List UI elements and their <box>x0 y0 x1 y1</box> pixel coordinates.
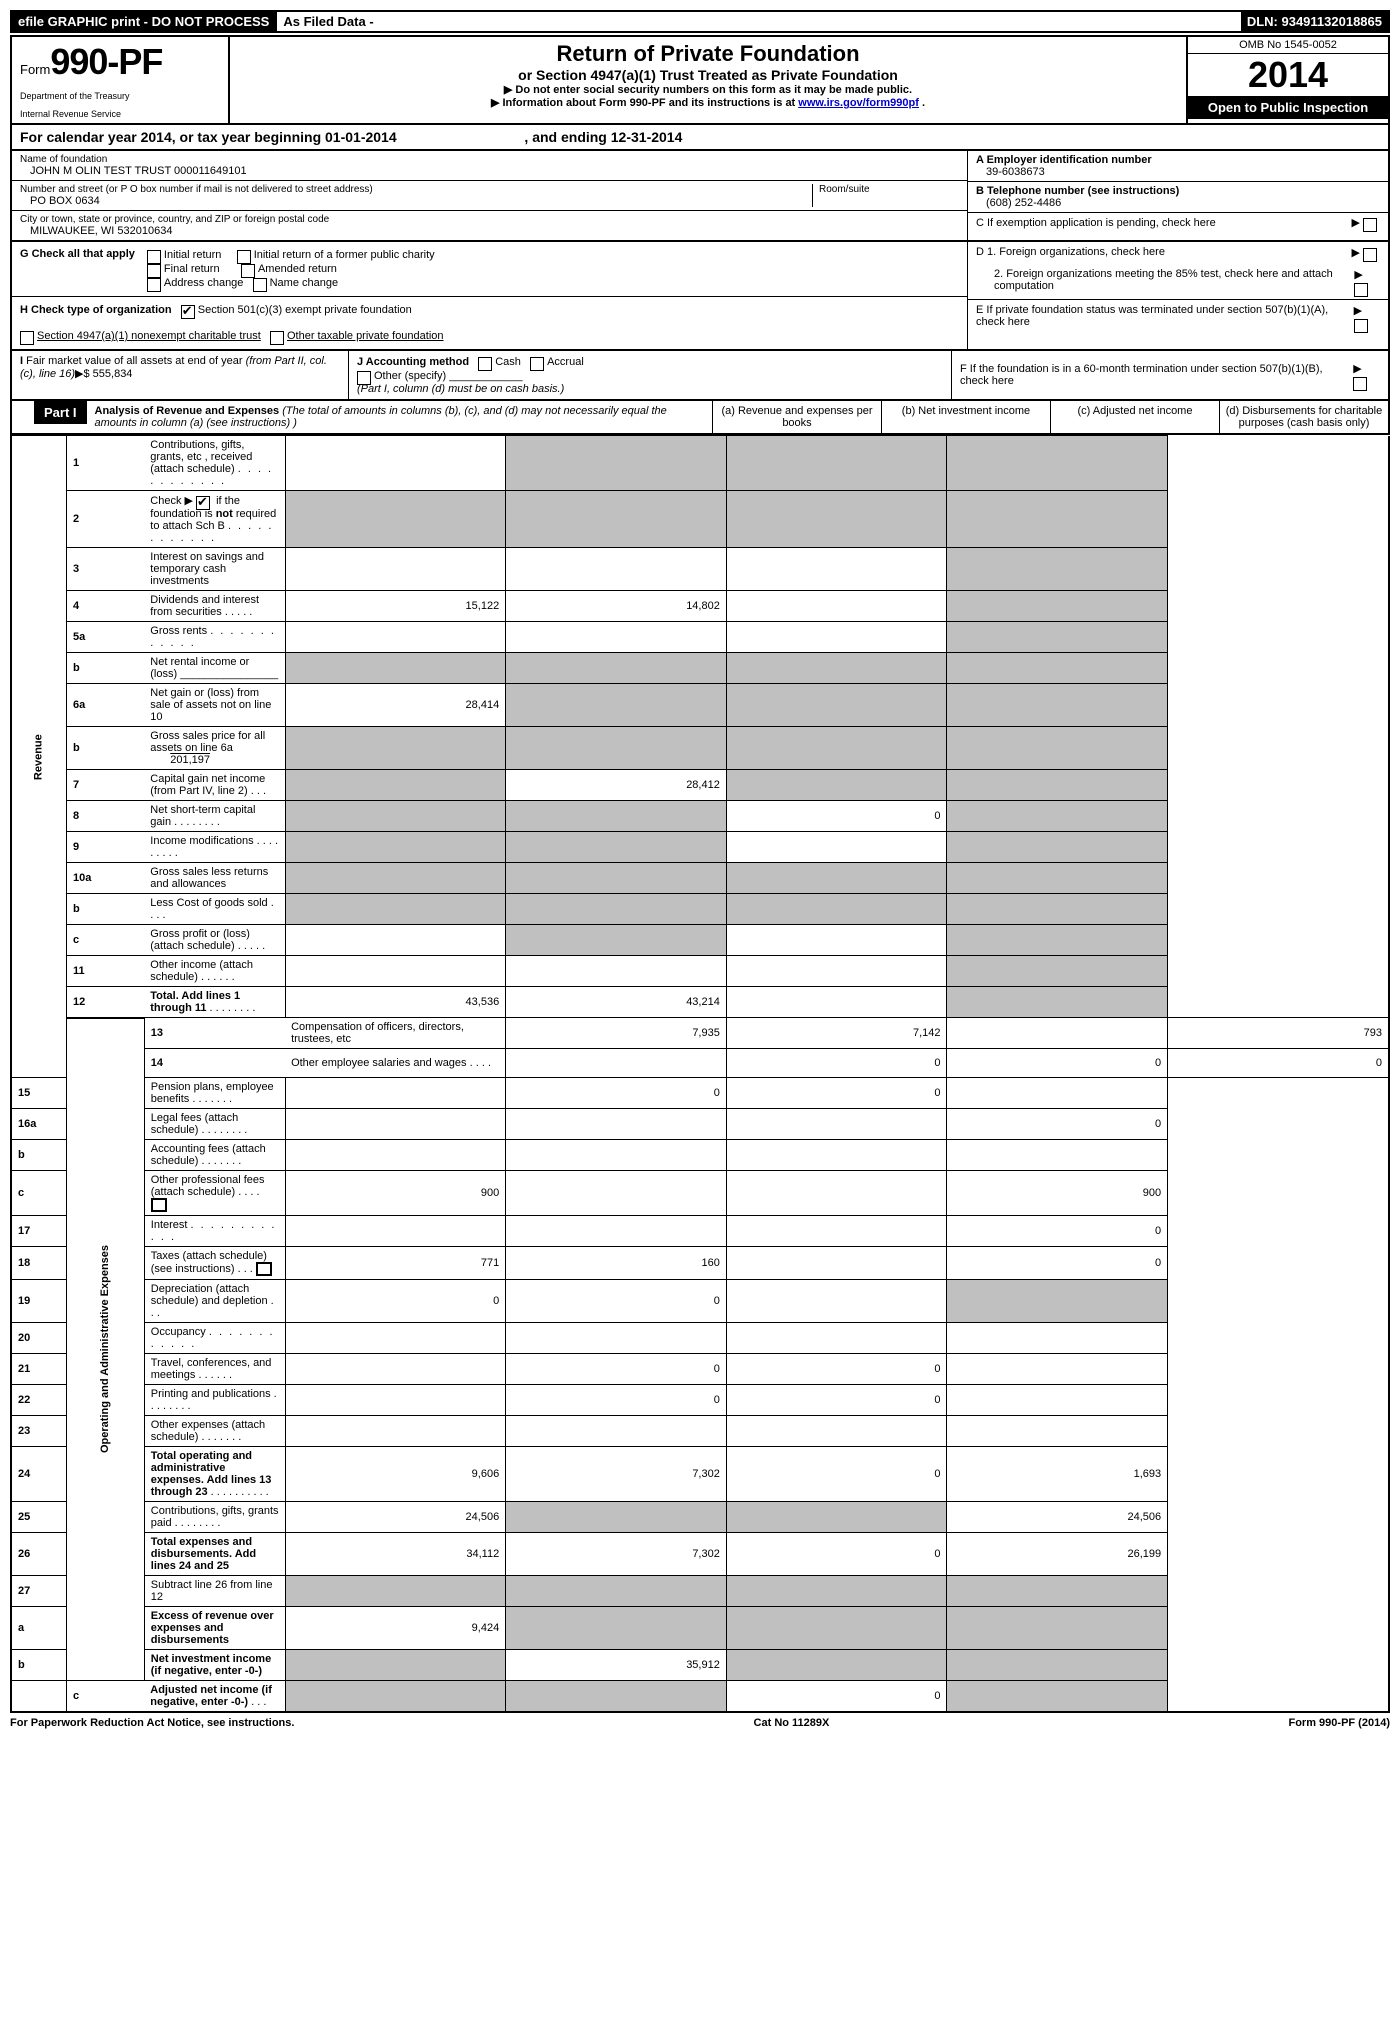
col-d-head: (d) Disbursements for charitable purpose… <box>1219 401 1388 433</box>
initial-return-ck[interactable] <box>147 250 161 264</box>
phone-value: (608) 252-4486 <box>976 197 1380 209</box>
paperwork-notice: For Paperwork Reduction Act Notice, see … <box>10 1717 294 1729</box>
ein-label: A Employer identification number <box>976 154 1380 166</box>
info-line: ▶ Information about Form 990-PF and its … <box>234 96 1182 109</box>
entity-info: Name of foundation JOHN M OLIN TEST TRUS… <box>10 151 1390 242</box>
final-return-ck[interactable] <box>147 264 161 278</box>
exemption-pending-label: C If exemption application is pending, c… <box>976 217 1216 229</box>
part1-tag: Part I <box>34 401 87 424</box>
amended-ck[interactable] <box>241 264 255 278</box>
open-to-public: Open to Public Inspection <box>1188 96 1388 119</box>
addr-label: Number and street (or P O box number if … <box>20 184 812 195</box>
d2-ck[interactable] <box>1354 283 1368 297</box>
addr-change-ck[interactable] <box>147 278 161 292</box>
cat-no: Cat No 11289X <box>754 1717 830 1729</box>
col-a-head: (a) Revenue and expenses per books <box>712 401 881 433</box>
page-footer: For Paperwork Reduction Act Notice, see … <box>10 1713 1390 1733</box>
dln: DLN: 93491132018865 <box>1241 12 1388 31</box>
phone-label: B Telephone number (see instructions) <box>976 185 1380 197</box>
initial-former-ck[interactable] <box>237 250 251 264</box>
col-b-head: (b) Net investment income <box>881 401 1050 433</box>
section-i: I Fair market value of all assets at end… <box>12 351 348 399</box>
city-state-zip: MILWAUKEE, WI 532010634 <box>20 225 959 237</box>
street-address: PO BOX 0634 <box>20 195 812 207</box>
dept-irs: Internal Revenue Service <box>20 109 220 119</box>
form-number: Form990-PF <box>20 41 220 83</box>
part1-table: Revenue 1Contributions, gifts, grants, e… <box>10 435 1390 1713</box>
ein-value: 39-6038673 <box>976 166 1380 178</box>
exemption-checkbox[interactable] <box>1363 218 1377 232</box>
as-filed-label: As Filed Data - <box>275 12 379 31</box>
d1-ck[interactable] <box>1363 248 1377 262</box>
schb-ck[interactable] <box>196 496 210 510</box>
revenue-side-label: Revenue <box>11 436 66 1078</box>
room-label: Room/suite <box>819 184 959 195</box>
foundation-name: JOHN M OLIN TEST TRUST 000011649101 <box>20 165 959 177</box>
form-ref: Form 990-PF (2014) <box>1288 1717 1390 1729</box>
tax-year: 2014 <box>1188 54 1388 96</box>
e-label: E If private foundation status was termi… <box>976 304 1354 331</box>
e-ck[interactable] <box>1354 319 1368 333</box>
ssn-warning: ▶ Do not enter social security numbers o… <box>234 83 1182 96</box>
top-bar: efile GRAPHIC print - DO NOT PROCESS As … <box>10 10 1390 33</box>
section-j: J Accounting method Cash Accrual Other (… <box>348 351 951 399</box>
accrual-ck[interactable] <box>530 357 544 371</box>
section-g: G Check all that apply Initial return In… <box>12 242 967 297</box>
efile-label: efile GRAPHIC print - DO NOT PROCESS <box>12 12 275 31</box>
form-title: Return of Private Foundation <box>234 41 1182 67</box>
f-ck[interactable] <box>1353 377 1367 391</box>
name-label: Name of foundation <box>20 154 959 165</box>
omb-number: OMB No 1545-0052 <box>1188 37 1388 54</box>
section-h: H Check type of organization Section 501… <box>12 297 967 349</box>
dept-treasury: Department of the Treasury <box>20 91 220 101</box>
name-change-ck[interactable] <box>253 278 267 292</box>
501c3-ck[interactable] <box>181 305 195 319</box>
part1-header: Part I Analysis of Revenue and Expenses … <box>10 401 1390 435</box>
col-c-head: (c) Adjusted net income <box>1050 401 1219 433</box>
f-label: F If the foundation is in a 60-month ter… <box>960 363 1353 387</box>
attach-icon[interactable] <box>151 1198 167 1212</box>
city-label: City or town, state or province, country… <box>20 214 959 225</box>
d1-label: D 1. Foreign organizations, check here <box>976 246 1165 260</box>
cash-ck[interactable] <box>478 357 492 371</box>
d2-label: 2. Foreign organizations meeting the 85%… <box>976 268 1354 295</box>
expenses-side-label: Operating and Administrative Expenses <box>66 1018 144 1681</box>
irs-link[interactable]: www.irs.gov/form990pf <box>798 97 919 109</box>
other-method-ck[interactable] <box>357 371 371 385</box>
attach-icon-2[interactable] <box>256 1262 272 1276</box>
form-subtitle: or Section 4947(a)(1) Trust Treated as P… <box>234 67 1182 83</box>
4947-ck[interactable] <box>20 331 34 345</box>
form-header: Form990-PF Department of the Treasury In… <box>10 35 1390 125</box>
calendar-year-line: For calendar year 2014, or tax year begi… <box>10 125 1390 151</box>
other-taxable-ck[interactable] <box>270 331 284 345</box>
